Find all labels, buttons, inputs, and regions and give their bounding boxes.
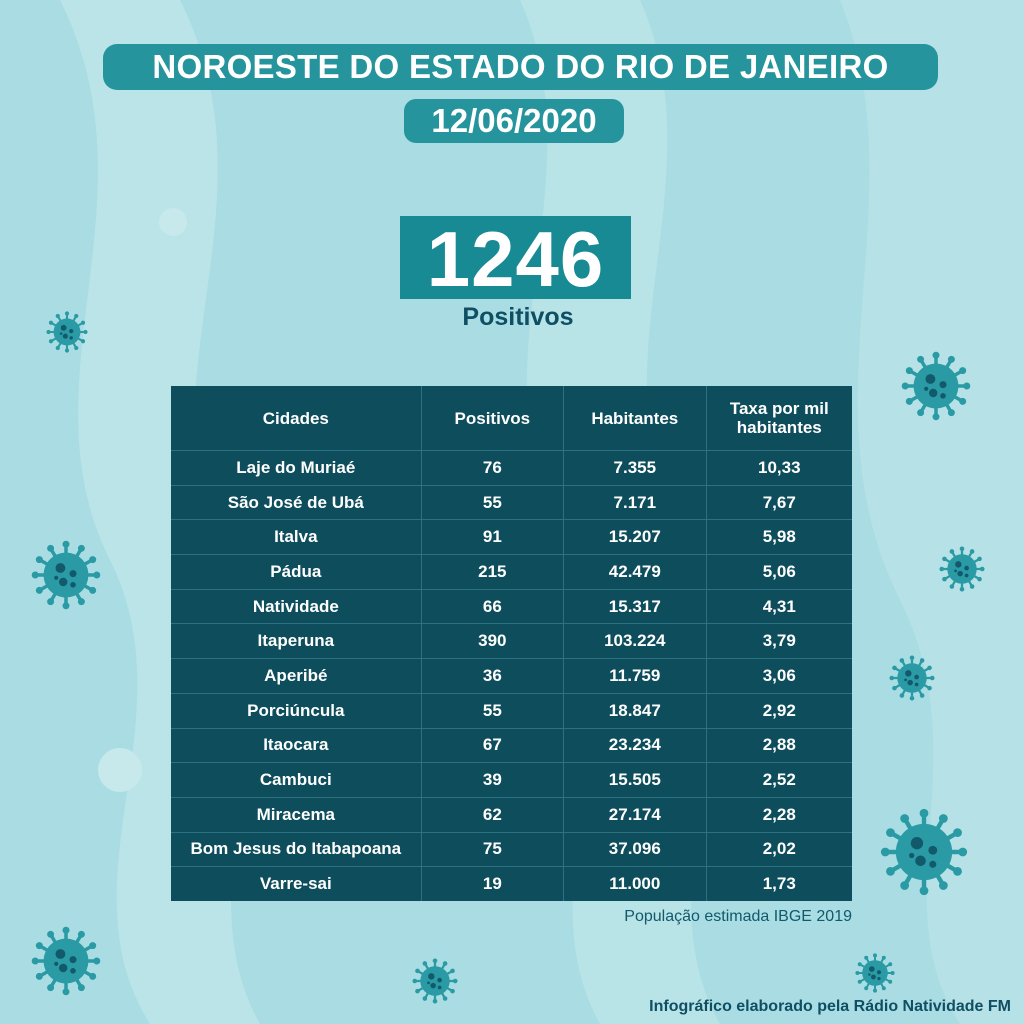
rate-cell: 3,06 xyxy=(706,658,852,694)
positives-cell: 390 xyxy=(421,623,565,660)
rate-cell: 1,73 xyxy=(762,874,796,894)
city-cell: Varre-sai xyxy=(171,866,422,901)
cases-table: Cidades Positivos Habitantes Taxa por mi… xyxy=(171,386,852,901)
population-cell: 103.224 xyxy=(563,623,707,660)
column-header-positives: Positivos xyxy=(421,386,565,451)
population-cell: 7.355 xyxy=(563,450,707,486)
table-row: São José de Ubá 55 7.171 7,67 xyxy=(171,485,852,521)
city-cell: Laje do Muriaé xyxy=(171,450,422,486)
positives-cell: 66 xyxy=(421,589,565,625)
population-cell: 37.096 xyxy=(563,832,707,868)
rate-cell: 2,02 xyxy=(706,832,852,868)
city-cell: Bom Jesus do Itabapoana xyxy=(171,832,422,868)
population-cell: 11.000 xyxy=(563,866,707,901)
virus-icon xyxy=(412,958,458,1004)
positives-cell: 36 xyxy=(421,658,565,694)
population-cell: 11.759 xyxy=(563,658,707,694)
table-row: Bom Jesus do Itabapoana 75 37.096 2,02 xyxy=(171,832,852,868)
population-cell: 18.847 xyxy=(563,693,707,729)
virus-icon xyxy=(889,655,935,701)
virus-icon xyxy=(880,808,968,896)
rate-cell: 5,06 xyxy=(706,554,852,590)
population-cell: 15.207 xyxy=(563,519,707,556)
virus-icon xyxy=(939,546,985,592)
table-row: Cambuci 39 15.505 2,52 xyxy=(171,762,852,798)
positives-cell: 62 xyxy=(421,797,565,833)
city-cell: Cambuci xyxy=(171,762,422,798)
city-cell: Itaocara xyxy=(171,728,422,764)
table-row: Itaperuna 390 103.224 3,79 xyxy=(171,623,852,660)
rate-cell: 4,31 xyxy=(706,589,852,625)
table-row: Pádua 215 42.479 5,06 xyxy=(171,554,852,590)
virus-icon xyxy=(31,926,101,996)
population-cell: 15.505 xyxy=(563,762,707,798)
table-row: Laje do Muriaé 76 7.355 10,33 xyxy=(171,450,852,486)
rate-cell: 5,98 xyxy=(706,519,852,556)
rate-cell: 2,28 xyxy=(706,797,852,833)
rate-cell: 2,92 xyxy=(706,693,852,729)
city-cell: Pádua xyxy=(171,554,422,590)
city-cell: Itaperuna xyxy=(171,623,422,660)
population-cell: 15.317 xyxy=(563,589,707,625)
positives-cell: 67 xyxy=(421,728,565,764)
rate-cell: 2,88 xyxy=(706,728,852,764)
virus-icon xyxy=(855,953,895,993)
table-row: Natividade 66 15.317 4,31 xyxy=(171,589,852,625)
positives-cell: 91 xyxy=(421,519,565,556)
rate-cell: 10,33 xyxy=(706,450,852,486)
credit-text: Infográfico elaborado pela Rádio Nativid… xyxy=(649,998,1011,1015)
table-row: Porciúncula 55 18.847 2,92 xyxy=(171,693,852,729)
virus-icon xyxy=(46,311,88,353)
source-note: População estimada IBGE 2019 xyxy=(624,908,852,925)
city-cell: Aperibé xyxy=(171,658,422,694)
population-cell: 42.479 xyxy=(563,554,707,590)
page-title: NOROESTE DO ESTADO DO RIO DE JANEIRO xyxy=(103,44,938,90)
table-row: Italva 91 15.207 5,98 xyxy=(171,519,852,556)
positives-cell: 55 xyxy=(421,693,565,729)
table-row: Itaocara 67 23.234 2,88 xyxy=(171,728,852,764)
positives-cell: 39 xyxy=(421,762,565,798)
virus-icon xyxy=(901,351,971,421)
column-header-rate: Taxa por mil habitantes xyxy=(706,386,852,451)
positives-cell: 215 xyxy=(421,554,565,590)
city-cell: Natividade xyxy=(171,589,422,625)
table-row: Aperibé 36 11.759 3,06 xyxy=(171,658,852,694)
positives-cell: 19 xyxy=(421,866,565,901)
positives-cell: 55 xyxy=(421,485,565,521)
population-cell: 27.174 xyxy=(563,797,707,833)
city-cell: São José de Ubá xyxy=(171,485,422,521)
column-header-cities: Cidades xyxy=(171,386,422,451)
table-row: Miracema 62 27.174 2,28 xyxy=(171,797,852,833)
table-header-row: Cidades Positivos Habitantes Taxa por mi… xyxy=(171,386,852,451)
total-positives-label: Positivos xyxy=(462,303,574,331)
population-cell: 23.234 xyxy=(563,728,707,764)
rate-cell: 3,79 xyxy=(706,623,852,660)
table-row: Varre-sai 19 11.000 1,73 xyxy=(171,866,852,901)
total-positives-value: 1246 xyxy=(400,216,631,302)
city-cell: Italva xyxy=(171,519,422,556)
rate-cell: 2,52 xyxy=(706,762,852,798)
rate-cell: 7,67 xyxy=(706,485,852,521)
positives-cell: 75 xyxy=(421,832,565,868)
city-cell: Miracema xyxy=(171,797,422,833)
city-cell: Porciúncula xyxy=(171,693,422,729)
virus-icon xyxy=(31,540,101,610)
column-header-population: Habitantes xyxy=(563,386,707,451)
population-cell: 7.171 xyxy=(563,485,707,521)
date-badge: 12/06/2020 xyxy=(404,99,624,143)
positives-cell: 76 xyxy=(421,450,565,486)
